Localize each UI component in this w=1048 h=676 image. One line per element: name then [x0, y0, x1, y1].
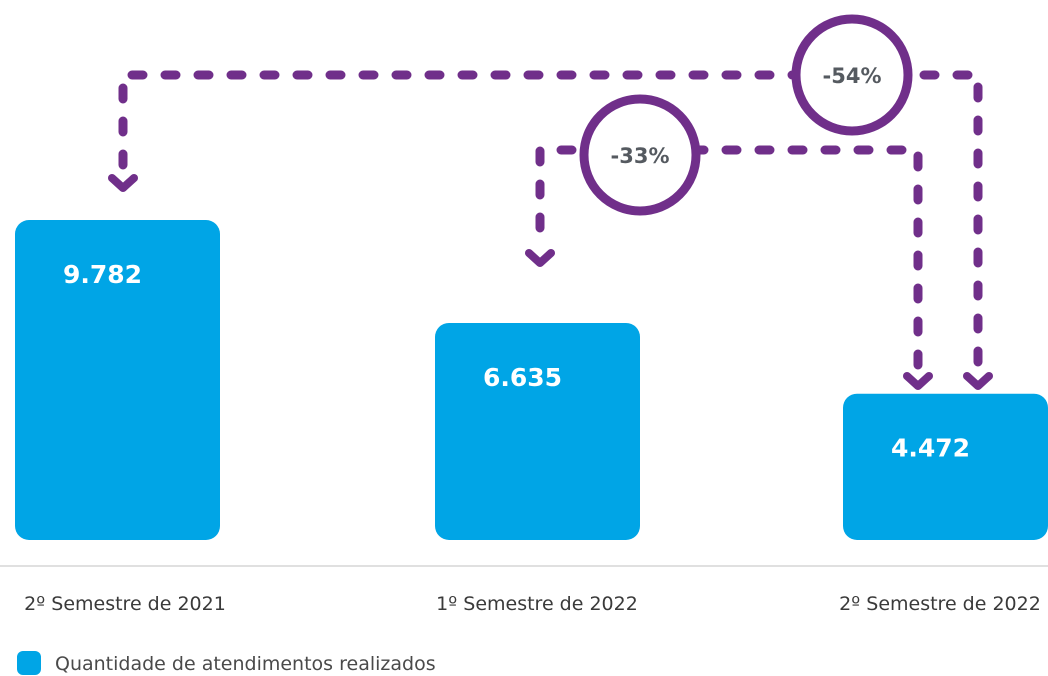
bar-value-label: 4.472: [891, 434, 970, 463]
connector-inner: -33%: [525, 94, 933, 390]
percent-badge-ring: [579, 94, 701, 216]
arrow-down-icon: [525, 249, 555, 267]
percent-badge-ring: [791, 14, 913, 136]
dashed-connector: [118, 70, 983, 373]
bar-value-label: 6.635: [483, 363, 562, 392]
percent-change-label: -33%: [611, 144, 670, 168]
bar: [435, 322, 640, 540]
dashed-connector: [535, 145, 923, 373]
category-label: 1º Semestre de 2022: [436, 593, 638, 615]
bar-group: 9.782: [15, 220, 220, 540]
legend-label: Quantidade de atendimentos realizados: [55, 653, 436, 675]
connector-outer: -54%: [108, 14, 993, 390]
arrow-down-icon: [903, 372, 933, 390]
arrow-down-icon: [108, 174, 138, 192]
percent-change-label: -54%: [823, 64, 882, 88]
arrow-down-icon: [963, 372, 993, 390]
category-label: 2º Semestre de 2022: [839, 593, 1041, 615]
bar-value-label: 9.782: [63, 260, 142, 289]
bar: [15, 220, 220, 540]
category-label: 2º Semestre de 2021: [24, 593, 226, 615]
legend: Quantidade de atendimentos realizados: [17, 651, 436, 675]
bar-group: 4.472: [843, 393, 1048, 540]
bar: [843, 393, 1048, 540]
legend-swatch: [17, 651, 41, 675]
bar-group: 6.635: [435, 322, 640, 540]
